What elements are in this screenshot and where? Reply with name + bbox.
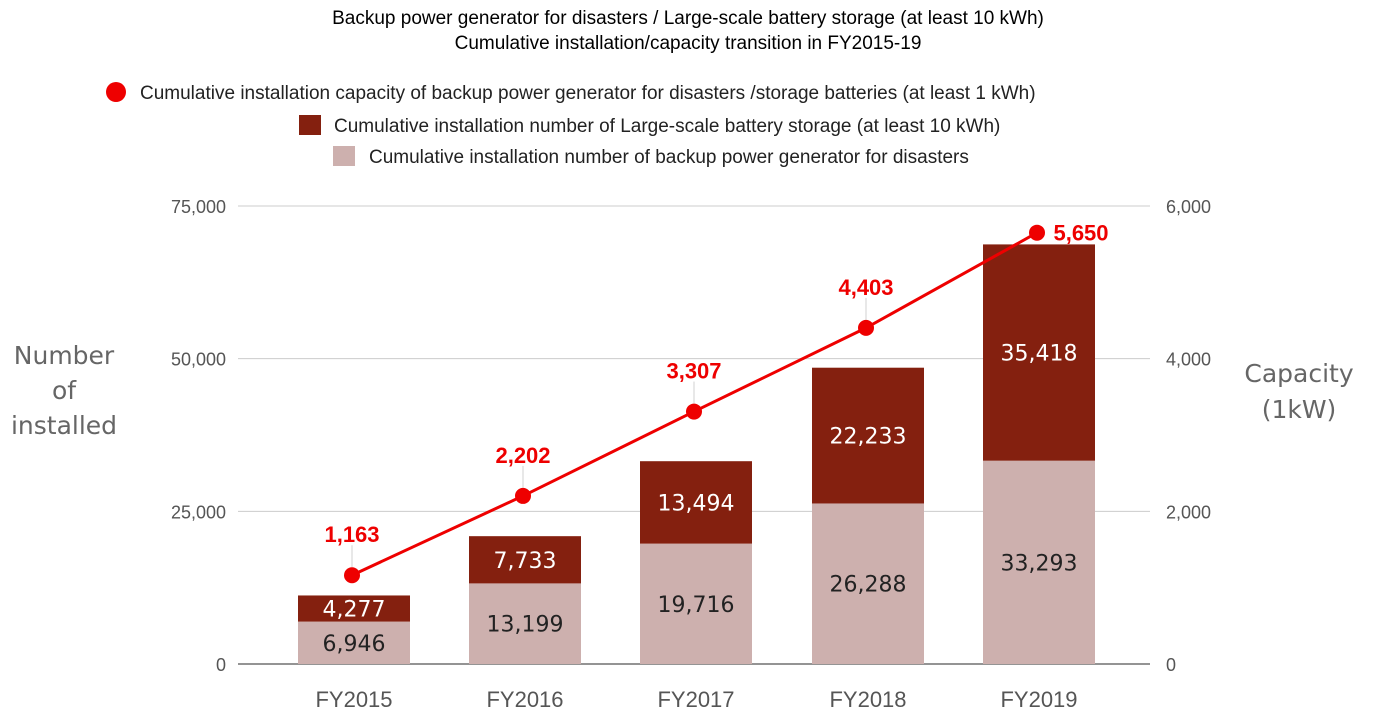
x-tick-label: FY2018 bbox=[829, 687, 906, 712]
x-tick-label: FY2016 bbox=[486, 687, 563, 712]
capacity-label: 4,403 bbox=[838, 275, 893, 300]
bar-label-battery-storage: 22,233 bbox=[830, 425, 907, 450]
bar-backup-generator bbox=[983, 460, 1095, 664]
bar-label-backup-generator: 6,946 bbox=[323, 632, 386, 657]
x-tick-label: FY2015 bbox=[315, 687, 392, 712]
left-tick-label: 25,000 bbox=[171, 502, 226, 522]
left-axis-ticks: 0 25,000 50,000 75,000 bbox=[171, 197, 226, 675]
bar-battery-storage bbox=[298, 595, 410, 622]
bar-battery-storage bbox=[640, 461, 752, 544]
right-axis-ticks: 0 2,000 4,000 6,000 bbox=[1166, 197, 1211, 675]
legend-marker-1 bbox=[299, 115, 321, 135]
left-tick-label: 50,000 bbox=[171, 350, 226, 370]
right-tick-label: 2,000 bbox=[1166, 502, 1211, 522]
bar-battery-storage bbox=[983, 244, 1095, 461]
left-tick-label: 0 bbox=[216, 655, 226, 675]
capacity-point bbox=[515, 487, 531, 504]
bar-backup-generator bbox=[298, 621, 410, 664]
bar-backup-generator bbox=[469, 583, 581, 664]
bar-label-backup-generator: 19,716 bbox=[658, 593, 735, 618]
bar-backup-generator bbox=[640, 543, 752, 664]
x-tick-label: FY2017 bbox=[657, 687, 734, 712]
bar-label-backup-generator: 13,199 bbox=[487, 613, 564, 638]
bar-battery-storage bbox=[812, 367, 924, 504]
bar-backup-generator bbox=[812, 503, 924, 664]
x-tick-label: FY2019 bbox=[1000, 687, 1077, 712]
bar-battery-storage bbox=[469, 536, 581, 584]
legend: Cumulative installation capacity of back… bbox=[106, 82, 1036, 168]
left-axis-title-line: of bbox=[52, 376, 77, 405]
chart-title-line-1: Backup power generator for disasters / L… bbox=[332, 8, 1044, 29]
left-axis-title-line: installed bbox=[11, 411, 117, 440]
left-axis-title-line: Number bbox=[14, 341, 115, 370]
right-tick-label: 0 bbox=[1166, 655, 1176, 675]
left-axis-title: Number of installed bbox=[11, 341, 117, 440]
capacity-label: 1,163 bbox=[324, 522, 379, 547]
right-tick-label: 6,000 bbox=[1166, 197, 1211, 217]
right-tick-label: 4,000 bbox=[1166, 350, 1211, 370]
capacity-label: 5,650 bbox=[1053, 221, 1108, 246]
legend-label-2: Cumulative installation number of backup… bbox=[369, 147, 969, 168]
bar-label-battery-storage: 35,418 bbox=[1001, 342, 1078, 367]
legend-label-0: Cumulative installation capacity of back… bbox=[140, 83, 1036, 104]
left-tick-label: 75,000 bbox=[171, 197, 226, 217]
capacity-point bbox=[344, 567, 360, 584]
capacity-point bbox=[858, 319, 874, 336]
chart-title-line-2: Cumulative installation/capacity transit… bbox=[455, 33, 922, 54]
bar-label-battery-storage: 7,733 bbox=[494, 549, 557, 574]
right-axis-title-line: (1kW) bbox=[1262, 395, 1337, 424]
x-axis-ticks: FY2015 FY2016 FY2017 FY2018 FY2019 bbox=[315, 687, 1077, 712]
legend-marker-2 bbox=[333, 146, 355, 166]
capacity-point bbox=[686, 403, 702, 420]
capacity-point bbox=[1029, 224, 1045, 241]
legend-marker-capacity bbox=[106, 82, 126, 102]
capacity-line: 1,163 2,202 3,307 4,403 5,650 bbox=[324, 221, 1109, 584]
right-axis-title-line: Capacity bbox=[1244, 359, 1353, 388]
bar-label-battery-storage: 4,277 bbox=[323, 598, 386, 623]
legend-label-1: Cumulative installation number of Large-… bbox=[334, 116, 1000, 137]
bar-label-battery-storage: 13,494 bbox=[658, 491, 735, 516]
bar-label-backup-generator: 26,288 bbox=[830, 573, 907, 598]
capacity-label: 2,202 bbox=[495, 443, 550, 468]
bars: 6,946 4,277 13,199 7,733 19,716 13,494 26,288 2… bbox=[298, 244, 1095, 664]
bar-label-backup-generator: 33,293 bbox=[1001, 551, 1078, 576]
capacity-label: 3,307 bbox=[666, 359, 721, 384]
right-axis-title: Capacity (1kW) bbox=[1244, 359, 1353, 424]
